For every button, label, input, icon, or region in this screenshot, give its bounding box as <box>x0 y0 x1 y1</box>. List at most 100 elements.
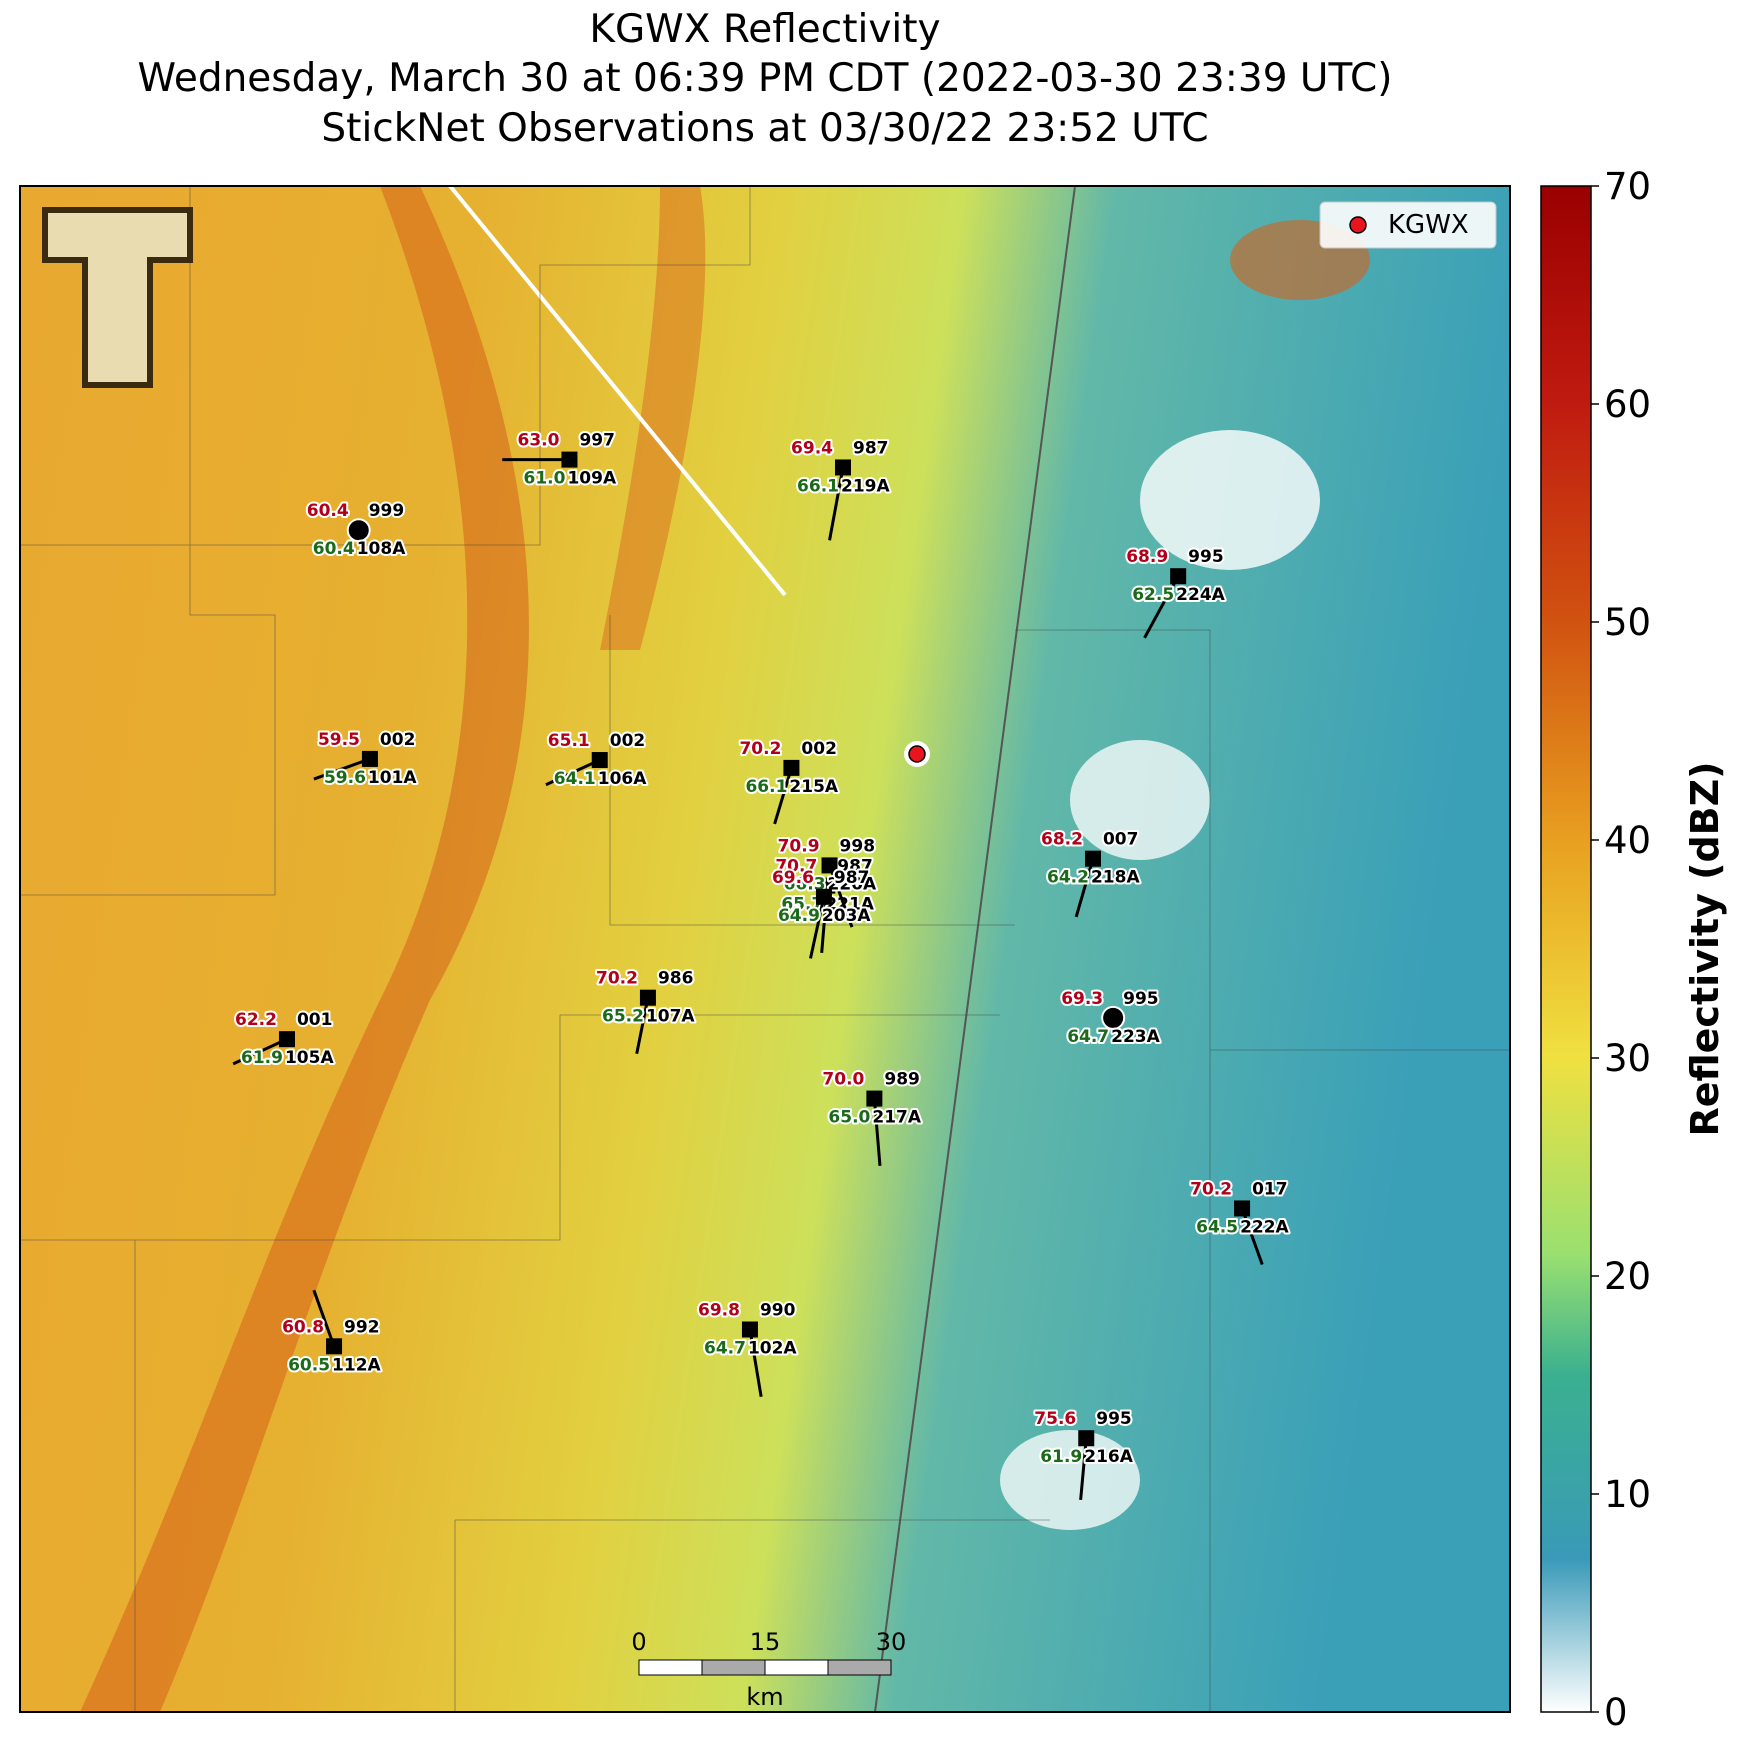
pressure: 997 <box>579 431 615 451</box>
legend-box <box>1319 201 1497 249</box>
dewpoint: 60.5 <box>288 1355 330 1375</box>
dewpoint: 65.2 <box>602 1007 644 1027</box>
scale-tick-label: 15 <box>750 1628 781 1656</box>
station-id: 203A <box>822 906 871 926</box>
temperature: 75.6 <box>1034 1409 1076 1429</box>
dewpoint: 64.1 <box>554 769 596 789</box>
station-marker <box>1170 568 1187 585</box>
temperature: 70.7 <box>775 857 817 877</box>
pressure: 995 <box>1096 1409 1132 1429</box>
radar-map <box>20 186 1510 1712</box>
temperature: 70.2 <box>739 739 781 759</box>
station-marker <box>866 1090 883 1107</box>
dewpoint: 61.0 <box>524 469 566 489</box>
dewpoint: 62.5 <box>1132 585 1174 605</box>
pressure: 002 <box>610 731 646 751</box>
station-id: 221A <box>825 895 874 915</box>
dewpoint: 66.1 <box>797 476 839 496</box>
scale-segment <box>701 1659 766 1676</box>
colorbar-tick-label: 70 <box>1604 165 1651 208</box>
station-id: 107A <box>646 1007 695 1027</box>
pressure: 017 <box>1252 1179 1288 1199</box>
temperature: 69.4 <box>791 438 833 458</box>
station-id: 112A <box>332 1355 381 1375</box>
radar-artifact <box>448 186 787 597</box>
pressure: 986 <box>658 969 694 989</box>
pressure: 998 <box>840 836 876 856</box>
colorbar-tick-label: 10 <box>1604 1473 1651 1516</box>
radar-site <box>908 745 926 763</box>
pressure: 989 <box>884 1070 920 1090</box>
station-marker <box>639 989 656 1006</box>
dewpoint: 66.3 <box>784 874 826 894</box>
station-calm <box>346 518 371 543</box>
storm-band <box>600 186 706 650</box>
dewpoint: 61.9 <box>1040 1447 1082 1467</box>
dewpoint: 64.2 <box>1047 868 1089 888</box>
temperature: 69.3 <box>1061 989 1103 1009</box>
station-marker <box>815 888 832 905</box>
station-marker <box>783 759 800 776</box>
station-marker <box>326 1338 343 1355</box>
pressure: 995 <box>1188 547 1224 567</box>
station-id: 109A <box>567 469 616 489</box>
legend: KGWX <box>1319 201 1497 249</box>
dewpoint: 61.9 <box>241 1048 283 1068</box>
station-marker <box>278 1031 295 1048</box>
clear-area <box>1000 1430 1140 1530</box>
scale-unit: km <box>746 1683 783 1711</box>
colorbar-tick-label: 60 <box>1604 383 1651 426</box>
temperature: 70.2 <box>596 969 638 989</box>
wind-barb <box>828 864 854 928</box>
pressure: 987 <box>834 868 870 888</box>
wind-barb <box>1074 858 1095 918</box>
station-id: 218A <box>1091 868 1140 888</box>
dewpoint: 64.5 <box>1196 1217 1238 1237</box>
temperature: 70.9 <box>778 836 820 856</box>
pressure: 001 <box>297 1010 333 1030</box>
station-id: 106A <box>598 769 647 789</box>
wind-barb <box>809 896 826 959</box>
colorbar-tick-label: 40 <box>1604 819 1651 862</box>
station-marker <box>361 750 378 767</box>
colorbar-tick-label: 30 <box>1604 1037 1651 1080</box>
wind-barb <box>828 467 845 541</box>
colorbar-label: Reflectivity (dBZ) <box>1683 761 1727 1136</box>
temperature: 60.4 <box>307 501 349 521</box>
station-calm <box>1101 1005 1126 1030</box>
temperature: 70.0 <box>822 1070 864 1090</box>
pressure: 002 <box>380 730 416 750</box>
wind-barb <box>1079 1438 1088 1501</box>
station-marker <box>1078 1430 1095 1447</box>
station-id: 220A <box>828 874 877 894</box>
wind-barb <box>1143 575 1180 639</box>
station-id: 217A <box>872 1108 921 1128</box>
scale-tick-label: 30 <box>876 1628 907 1656</box>
wind-barb <box>312 1289 336 1347</box>
dewpoint: 64.7 <box>1067 1027 1109 1047</box>
wind-barb <box>748 1329 763 1398</box>
subtitle: Wednesday, March 30 at 06:39 PM CDT (202… <box>138 56 1393 101</box>
county-lines <box>20 186 1510 1712</box>
colorbar: Reflectivity (dBZ) 0 10 20 30 40 50 60 70 <box>1540 165 1727 1734</box>
wind-barb <box>635 997 650 1055</box>
scale-segment <box>764 1659 829 1676</box>
pressure: 987 <box>853 438 889 458</box>
dewpoint: 60.4 <box>313 539 355 559</box>
storm-band <box>80 186 529 1712</box>
station-id: 215A <box>789 777 838 797</box>
logo <box>42 207 193 388</box>
station-id: 101A <box>368 768 417 788</box>
station-marker <box>1084 850 1101 867</box>
pressure: 992 <box>344 1317 380 1337</box>
scale-tick-label: 0 <box>631 1628 646 1656</box>
colorbar-tick-label: 0 <box>1604 1691 1628 1734</box>
station-marker <box>834 459 851 476</box>
pressure: 990 <box>760 1301 796 1321</box>
station-id: 223A <box>1111 1027 1160 1047</box>
dewpoint: 66.1 <box>745 777 787 797</box>
dewpoint: 65.0 <box>828 1108 870 1128</box>
dewpoint: 64.7 <box>704 1339 746 1359</box>
